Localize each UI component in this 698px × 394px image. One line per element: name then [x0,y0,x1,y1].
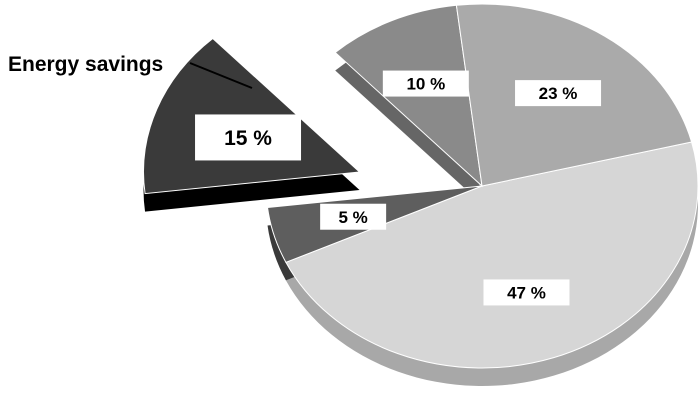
slice-label-0: 47 % [507,284,546,303]
slice-label-4: 23 % [539,84,578,103]
slice-0 [285,141,698,369]
slice-label-1: 5 % [338,208,367,227]
annotation-leader-line [189,62,253,89]
slice-label-3: 10 % [406,75,445,94]
slice-label-box-0 [483,279,570,306]
slice-label-box-4 [515,80,602,107]
slice-label-box-3 [382,70,469,97]
slice-label-box-2 [195,114,302,161]
annotation-label: Energy savings [8,53,163,76]
slice-label-box-1 [320,203,387,230]
slice-label-2: 15 % [224,127,272,150]
slice-labels: 47 % 5 % 15 % 10 % 23 % [195,70,602,306]
annotation: Energy savings [8,53,253,89]
